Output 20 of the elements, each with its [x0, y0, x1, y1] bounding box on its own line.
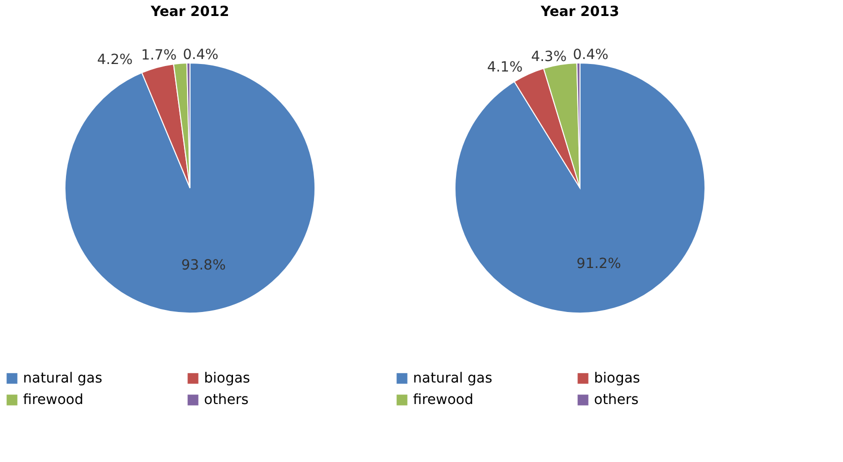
legend-label: biogas [594, 370, 640, 386]
pie-slice [454, 62, 706, 314]
data-label: 93.8% [181, 257, 226, 274]
legend-label: others [204, 392, 249, 408]
legend-label: natural gas [23, 370, 102, 386]
chart-title: Year 2012 [150, 4, 230, 20]
data-label: 0.4% [572, 47, 608, 64]
data-label: 91.2% [576, 256, 622, 272]
legend-label: firewood [23, 392, 84, 408]
chart-title: Year 2013 [540, 4, 620, 20]
data-label: 4.3% [531, 48, 567, 65]
legend-label: others [594, 392, 639, 408]
data-label: 1.7% [141, 47, 177, 64]
pie-slice [64, 62, 316, 314]
legend-label: natural gas [413, 370, 492, 386]
legend-label: firewood [413, 392, 474, 408]
legend-label: biogas [204, 370, 250, 386]
data-label: 4.2% [97, 52, 133, 68]
data-label: 4.1% [487, 60, 523, 76]
data-label: 0.4% [182, 47, 218, 64]
